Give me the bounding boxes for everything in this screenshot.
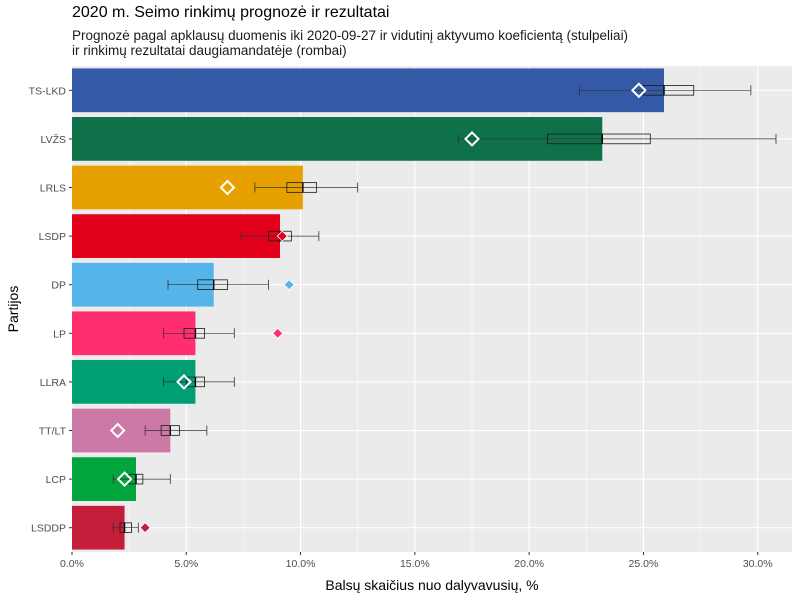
result-diamond [109, 422, 126, 439]
x-tick-label: 10.0% [286, 558, 316, 570]
result-diamond [464, 130, 480, 147]
result-diamond [116, 471, 133, 488]
boxplot [163, 376, 235, 388]
x-axis-title: Balsų skaičius nuo dalyvavusių, % [325, 577, 538, 593]
result-diamond [272, 327, 284, 339]
y-tick-label: LCP [46, 474, 66, 486]
y-axis: TS-LKD LVŽS LRLS LSDP DP LP LLRA TT/LT LCP LSDDP [29, 85, 72, 535]
x-tick-label: 5.0% [174, 558, 198, 570]
boxplot [112, 522, 139, 533]
y-tick-label: DP [51, 280, 66, 292]
y-tick-label: LP [53, 328, 66, 340]
x-tick-label: 30.0% [743, 558, 773, 570]
box-iqr [286, 182, 317, 193]
result-diamond [139, 522, 151, 534]
x-tick-label: 0.0% [60, 558, 84, 570]
x-tick-label: 15.0% [400, 558, 430, 570]
y-axis-title: Partijos [5, 286, 21, 333]
boxplot [167, 279, 269, 290]
boxplot [144, 425, 208, 436]
chart-title: 2020 m. Seimo rinkimų prognozė ir rezult… [72, 4, 390, 21]
y-tick-label: TS-LKD [29, 85, 67, 97]
x-tick-label: 20.0% [514, 558, 544, 570]
chart-subtitle-line1: Prognozė pagal apklausų duomenis iki 202… [72, 28, 629, 43]
chart-subtitle-line2: ir rinkimų rezultatai daugiamandatėje (r… [72, 43, 347, 58]
result-diamond [176, 373, 192, 390]
boxplot [254, 182, 359, 193]
y-tick-label: LVŽS [41, 133, 66, 146]
bar-ts-lkd [72, 68, 664, 113]
y-tick-label: LSDDP [31, 523, 66, 535]
box-iqr [547, 133, 651, 145]
boxplot [457, 133, 777, 145]
result-diamond [283, 279, 295, 291]
y-tick-label: TT/LT [39, 426, 67, 438]
y-tick-label: LRLS [40, 183, 66, 195]
result-diamond [630, 82, 647, 99]
boxplots [112, 85, 777, 533]
y-tick-label: LSDP [39, 231, 66, 243]
result-markers [109, 82, 647, 534]
box-iqr [183, 328, 205, 339]
boxplot [163, 328, 235, 339]
result-diamond [219, 179, 236, 196]
x-tick-label: 25.0% [629, 558, 659, 570]
x-axis: 0.0% 5.0% 10.0% 15.0% 20.0% 25.0% 30.0% [60, 552, 773, 570]
box-iqr [197, 279, 228, 290]
y-tick-label: LLRA [40, 377, 66, 389]
box-iqr [643, 85, 695, 96]
result-diamond [276, 230, 288, 242]
boxplot [112, 473, 171, 485]
boxplot [579, 85, 752, 96]
box-iqr [119, 522, 132, 533]
